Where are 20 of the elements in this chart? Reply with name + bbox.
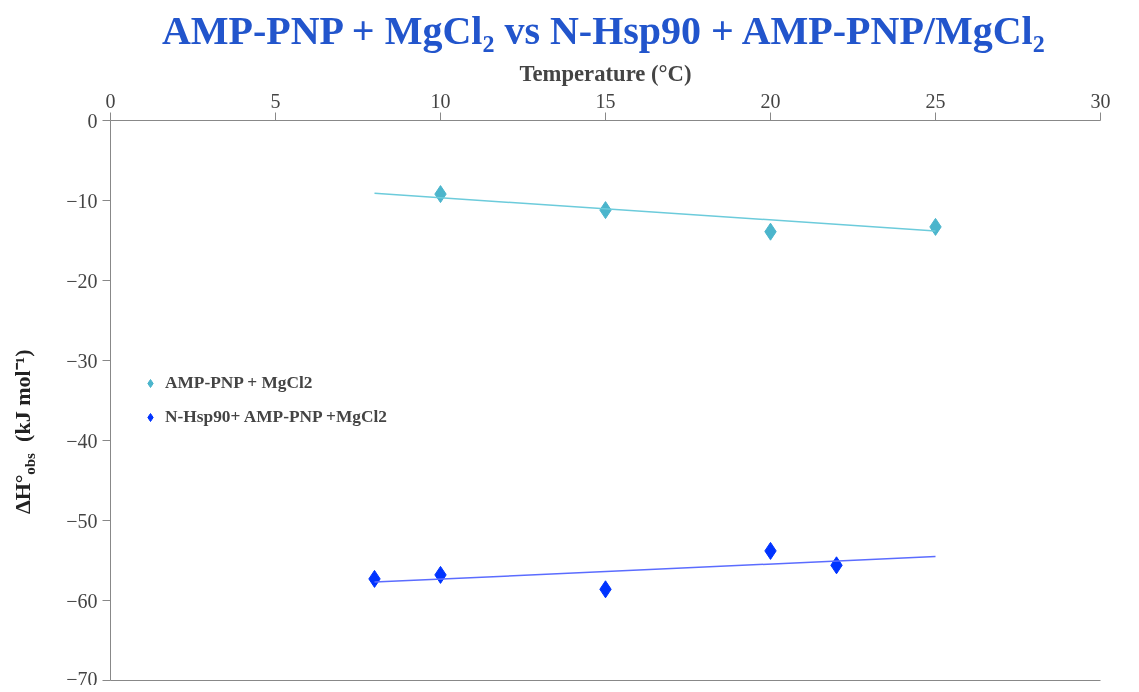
x-tick-label: 20 <box>760 89 781 112</box>
x-tick-label: 0 <box>105 89 116 112</box>
legend-label: N-Hsp90+ AMP-PNP +MgCl2 <box>165 407 387 427</box>
legend-label: AMP-PNP + MgCl2 <box>165 373 313 393</box>
x-tick-label: 25 <box>925 89 946 112</box>
x-axis-title: Temperature (°C) <box>519 60 692 86</box>
y-tick-label: −70 <box>66 667 98 690</box>
y-axis-title: ΔH°obs (kJ mol⁻¹) <box>10 349 38 515</box>
chart-title: AMP-PNP + MgCl₂ vs N-Hsp90 + AMP-PNP/MgCl₂ <box>161 7 1045 53</box>
y-tick-label: −60 <box>66 589 98 612</box>
y-tick-label: −50 <box>66 509 98 532</box>
y-tick-label: −40 <box>66 429 98 452</box>
x-tick-label: 15 <box>595 89 616 112</box>
x-tick-label: 5 <box>270 89 281 112</box>
x-tick-label: 10 <box>430 89 451 112</box>
y-tick-label: −10 <box>66 189 98 212</box>
y-tick-label: −30 <box>66 349 98 372</box>
x-tick-label: 30 <box>1090 89 1111 112</box>
y-tick-label: 0 <box>87 109 98 132</box>
y-tick-label: −20 <box>66 269 98 292</box>
